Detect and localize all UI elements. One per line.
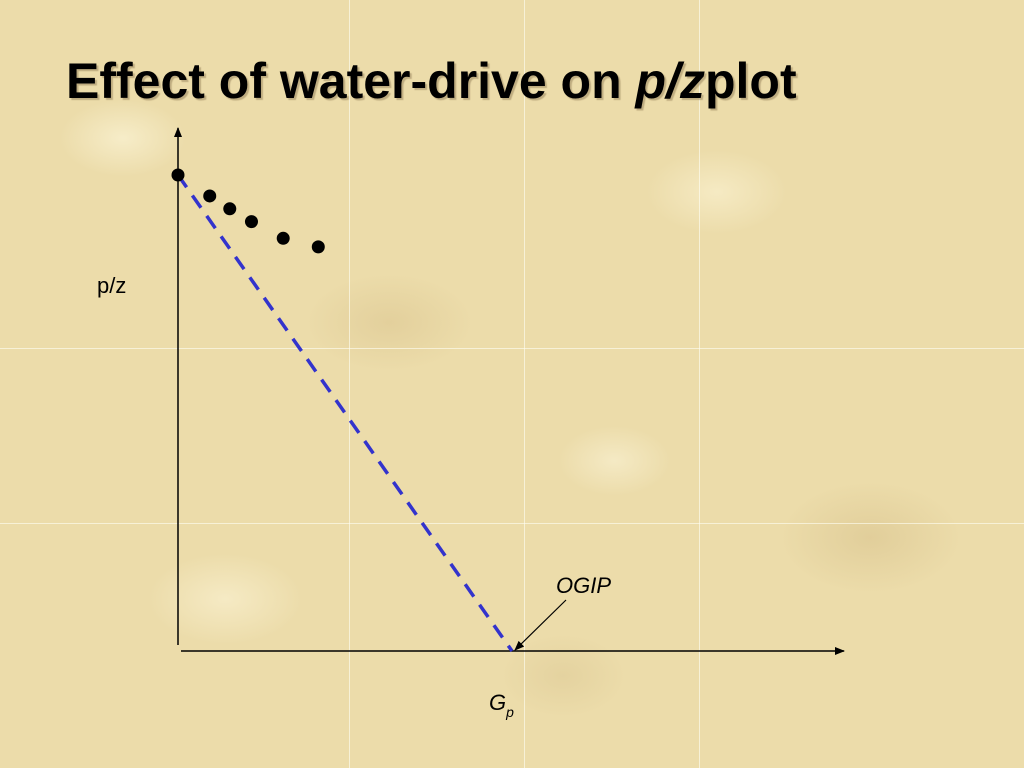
ogip-annotation: OGIP xyxy=(556,573,611,598)
data-point xyxy=(276,231,290,245)
x-axis-label-main: G xyxy=(489,690,506,715)
data-point xyxy=(223,202,237,216)
data-point xyxy=(203,189,217,203)
x-axis-label: Gp xyxy=(489,690,514,720)
title-italic: p/z xyxy=(635,53,705,109)
y-axis-label: p/z xyxy=(97,273,126,298)
trend-line xyxy=(176,173,514,653)
data-points xyxy=(171,168,325,254)
title-prefix: Effect of water-drive on xyxy=(66,53,636,109)
ogip-pointer xyxy=(514,599,567,651)
data-point xyxy=(244,215,258,229)
title-suffix: plot xyxy=(704,53,797,109)
data-point xyxy=(171,168,185,182)
data-point xyxy=(311,240,325,254)
slide-title: Effect of water-drive on p/zplot xyxy=(66,52,797,110)
x-axis-label-subscript: p xyxy=(505,704,514,720)
